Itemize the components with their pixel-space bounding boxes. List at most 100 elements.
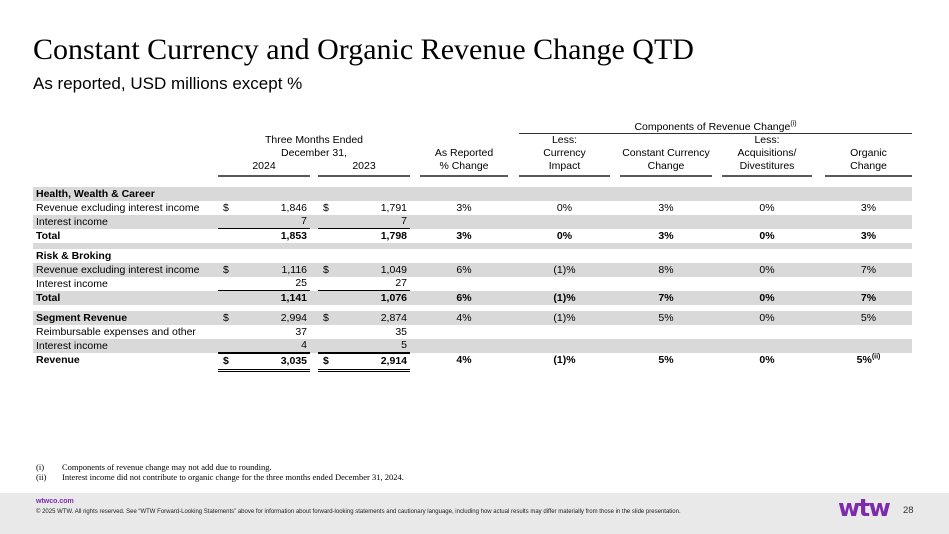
value-2023: 27 — [318, 277, 410, 291]
section-row-health-wealth-career: Health, Wealth & Career — [33, 187, 912, 201]
acquisitions-header-line2: Divestitures — [722, 160, 812, 177]
table-row: Reimbursable expenses and other 37 35 — [33, 325, 912, 339]
row-label: Interest income — [36, 340, 108, 352]
as-reported-header-line2: % Change — [420, 160, 508, 177]
table-row: Interest income 4 5 — [33, 339, 912, 353]
value-2023: 35 — [395, 326, 407, 338]
value-2024: $2,994 — [223, 312, 307, 324]
currency-impact-header-line2: Impact — [519, 160, 610, 177]
organic-change: 7% — [860, 292, 877, 304]
currency-impact: (1)% — [553, 264, 576, 276]
table-header-row-4: 2024 2023 % Change Impact Change Divesti… — [33, 160, 912, 177]
as-reported-change: 3% — [456, 202, 472, 214]
currency-impact: 0% — [556, 230, 573, 242]
constant-currency-change: 8% — [658, 264, 674, 276]
row-label: Revenue excluding interest income — [36, 202, 200, 214]
section-row-risk-broking: Risk & Broking — [33, 249, 912, 263]
period-header-line1: Three Months Ended — [264, 134, 364, 146]
dollar-sign: $ — [223, 355, 229, 367]
row-label: Risk & Broking — [36, 250, 112, 262]
page-subtitle: As reported, USD millions except % — [33, 74, 303, 93]
row-label: Interest income — [36, 216, 108, 228]
organic-header-line2: Change — [825, 160, 912, 177]
as-reported-change: 6% — [456, 292, 472, 304]
organic-header-line1: Organic — [850, 147, 887, 159]
organic-change: 5%(ii) — [856, 353, 881, 367]
acquisitions-divestitures: 0% — [759, 264, 775, 276]
footnote-marker: (i) — [36, 462, 45, 472]
footnote-ii: (ii) Interest income did not contribute … — [36, 472, 404, 482]
organic-change: 3% — [860, 230, 877, 242]
value-2023: $1,049 — [323, 264, 407, 276]
total-row: Total 1,853 1,798 3% 0% 3% 0% 3% — [33, 229, 912, 243]
less-label-1: Less: — [551, 134, 578, 146]
dollar-sign: $ — [223, 202, 229, 214]
as-reported-change: 4% — [456, 354, 472, 366]
period-header-line2: December 31, — [281, 147, 347, 159]
components-of-revenue-change-header: Components of Revenue Change(i) — [519, 121, 912, 134]
as-reported-header-line1: As Reported — [434, 147, 494, 159]
currency-impact: (1)% — [553, 312, 576, 324]
footnote-text: Components of revenue change may not add… — [62, 462, 272, 472]
wtw-logo: wtw — [838, 494, 891, 522]
col-2024-header: 2024 — [218, 160, 310, 177]
table-row: Interest income 7 7 — [33, 215, 912, 229]
value-2024: 1,141 — [280, 292, 307, 304]
constant-currency-change: 5% — [658, 312, 674, 324]
currency-impact: 0% — [556, 202, 573, 214]
revenue-total-row: Revenue $3,035 $2,914 4% (1)% 5% 0% 5%(i… — [33, 353, 912, 372]
table-header-row-3: December 31, As Reported Currency Consta… — [33, 147, 912, 160]
row-label: Total — [36, 230, 61, 242]
value-2023: 1,798 — [380, 230, 407, 242]
value-2023: 7 — [318, 215, 410, 229]
as-reported-change: 4% — [456, 312, 472, 324]
footnotes: (i) Components of revenue change may not… — [36, 462, 404, 482]
value-2023: $2,874 — [323, 312, 407, 324]
value-2023: $1,791 — [323, 202, 407, 214]
acquisitions-divestitures: 0% — [759, 312, 775, 324]
dollar-sign: $ — [323, 202, 329, 214]
value-2024: $1,846 — [223, 202, 307, 214]
less-label-2: Less: — [754, 134, 780, 146]
constant-currency-change: 3% — [658, 202, 674, 214]
dollar-sign: $ — [223, 312, 229, 324]
currency-impact: (1)% — [553, 354, 576, 366]
row-label: Reimbursable expenses and other — [36, 326, 196, 338]
dollar-sign: $ — [323, 355, 329, 367]
copyright-text: © 2025 WTW. All rights reserved. See “WT… — [36, 509, 681, 515]
spacer-row — [33, 243, 912, 249]
value-2024: 4 — [218, 339, 310, 353]
acquisitions-header-line1: Acquisitions/ — [737, 147, 797, 159]
table-header-row-2: Three Months Ended Less: Less: — [33, 134, 912, 147]
as-reported-change: 6% — [456, 264, 472, 276]
constant-currency-change: 7% — [658, 292, 674, 304]
constant-currency-header-line2: Change — [620, 160, 712, 177]
value-2023: $2,914 — [318, 353, 410, 372]
value-2024: 37 — [295, 326, 307, 338]
row-label: Total — [36, 292, 61, 304]
dollar-sign: $ — [223, 264, 229, 276]
row-label: Health, Wealth & Career — [36, 188, 155, 200]
revenue-change-table: Components of Revenue Change(i) Three Mo… — [33, 121, 912, 372]
row-label: Segment Revenue — [36, 312, 128, 324]
value-2024: $1,116 — [223, 264, 307, 276]
organic-change: 5% — [860, 312, 877, 324]
footer: wtwco.com © 2025 WTW. All rights reserve… — [0, 493, 949, 534]
value-2024: $3,035 — [218, 353, 310, 372]
footnote-i: (i) Components of revenue change may not… — [36, 462, 404, 472]
table-row: Revenue excluding interest income $1,116… — [33, 263, 912, 277]
table-row: Interest income 25 27 — [33, 277, 912, 291]
value-2024: 1,853 — [280, 230, 307, 242]
value-2023: 1,076 — [380, 292, 407, 304]
constant-currency-change: 3% — [658, 230, 674, 242]
dollar-sign: $ — [323, 312, 329, 324]
value-2024: 7 — [218, 215, 310, 229]
acquisitions-divestitures: 0% — [759, 202, 775, 214]
acquisitions-divestitures: 0% — [759, 354, 775, 366]
constant-currency-change: 5% — [658, 354, 674, 366]
organic-change: 3% — [860, 202, 877, 214]
wtwco-link[interactable]: wtwco.com — [36, 498, 74, 505]
organic-change: 7% — [860, 264, 877, 276]
dollar-sign: $ — [323, 264, 329, 276]
constant-currency-header-line1: Constant Currency — [622, 147, 710, 159]
